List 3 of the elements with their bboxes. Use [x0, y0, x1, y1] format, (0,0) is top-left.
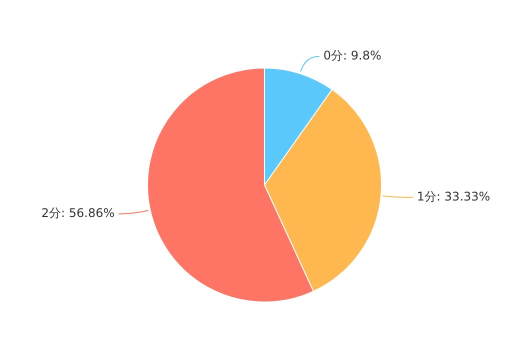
slice-label: 1分: 33.33%: [416, 190, 490, 204]
slice-label: 2分: 56.86%: [41, 206, 115, 220]
slice-label: 0分: 9.8%: [323, 48, 382, 62]
